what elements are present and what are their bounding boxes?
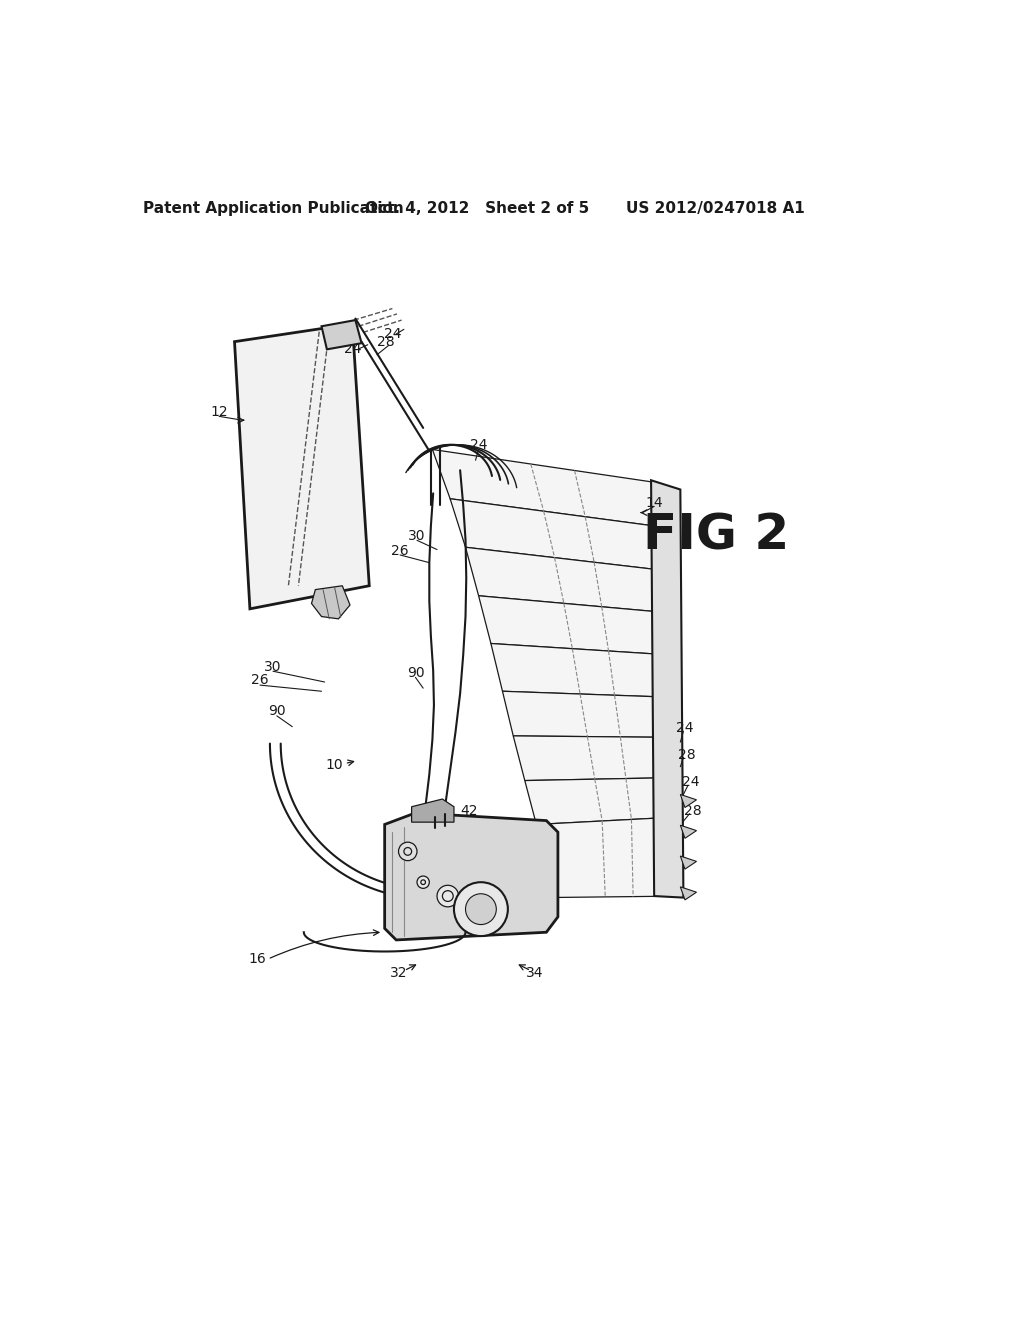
Text: 22: 22 bbox=[529, 887, 548, 900]
Polygon shape bbox=[537, 817, 683, 898]
Text: Patent Application Publication: Patent Application Publication bbox=[142, 201, 403, 216]
Text: 24: 24 bbox=[344, 342, 361, 356]
Circle shape bbox=[417, 876, 429, 888]
Text: 24: 24 bbox=[470, 438, 487, 451]
Text: 24: 24 bbox=[676, 721, 693, 735]
Polygon shape bbox=[680, 855, 696, 869]
Polygon shape bbox=[503, 692, 678, 738]
Circle shape bbox=[442, 891, 454, 902]
Text: 41: 41 bbox=[402, 833, 421, 847]
Text: 26: 26 bbox=[391, 544, 409, 558]
Polygon shape bbox=[322, 321, 361, 350]
Text: 28: 28 bbox=[678, 748, 695, 762]
Text: 30: 30 bbox=[264, 660, 282, 673]
Polygon shape bbox=[680, 795, 696, 808]
Circle shape bbox=[437, 886, 459, 907]
Text: 16: 16 bbox=[249, 952, 266, 966]
Circle shape bbox=[466, 894, 497, 924]
Polygon shape bbox=[513, 737, 680, 780]
Text: 26: 26 bbox=[251, 673, 268, 688]
Text: 34: 34 bbox=[526, 966, 544, 979]
Polygon shape bbox=[478, 595, 672, 655]
Polygon shape bbox=[680, 825, 696, 838]
Text: 42: 42 bbox=[461, 804, 478, 818]
Text: 10: 10 bbox=[326, 758, 343, 772]
Text: US 2012/0247018 A1: US 2012/0247018 A1 bbox=[627, 201, 805, 216]
Text: FIG 2: FIG 2 bbox=[643, 512, 788, 560]
Text: 28: 28 bbox=[684, 804, 701, 818]
Polygon shape bbox=[451, 499, 664, 570]
Polygon shape bbox=[490, 644, 675, 697]
Text: 90: 90 bbox=[407, 665, 424, 680]
Polygon shape bbox=[524, 777, 683, 825]
Polygon shape bbox=[680, 887, 696, 900]
Text: 90: 90 bbox=[268, 705, 286, 718]
Circle shape bbox=[421, 880, 425, 884]
Text: 24: 24 bbox=[682, 775, 699, 789]
Polygon shape bbox=[385, 813, 558, 940]
Polygon shape bbox=[466, 548, 668, 612]
Circle shape bbox=[454, 882, 508, 936]
Polygon shape bbox=[311, 586, 350, 619]
Circle shape bbox=[398, 842, 417, 861]
Circle shape bbox=[403, 847, 412, 855]
Polygon shape bbox=[412, 799, 454, 822]
Text: 24: 24 bbox=[384, 327, 401, 341]
Text: 32: 32 bbox=[390, 966, 408, 979]
Text: 14: 14 bbox=[645, 496, 663, 511]
Polygon shape bbox=[651, 480, 683, 898]
Text: 28: 28 bbox=[378, 335, 395, 348]
Text: Oct. 4, 2012   Sheet 2 of 5: Oct. 4, 2012 Sheet 2 of 5 bbox=[365, 201, 589, 216]
Polygon shape bbox=[234, 323, 370, 609]
Text: 30: 30 bbox=[409, 529, 426, 543]
Text: 12: 12 bbox=[210, 405, 228, 420]
Polygon shape bbox=[432, 449, 658, 527]
